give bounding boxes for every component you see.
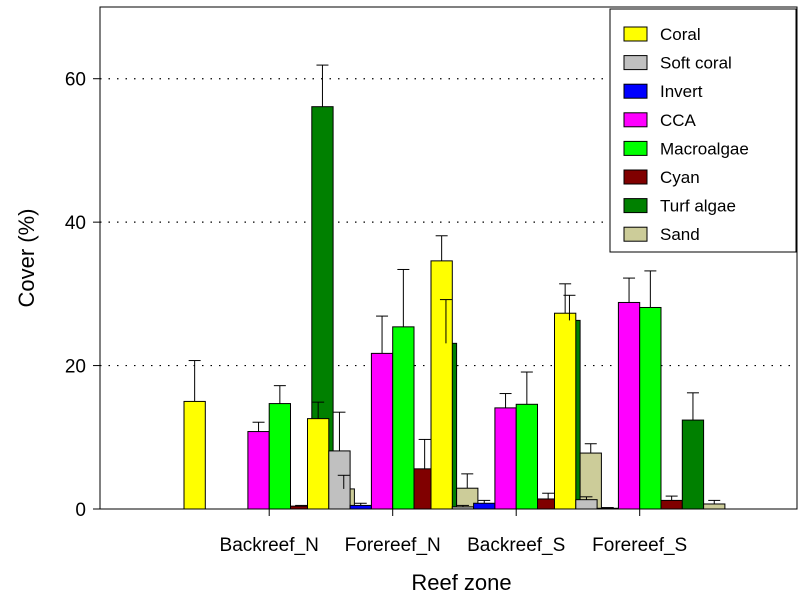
bar-coral <box>183 400 206 510</box>
x-tick-label: Forereef_S <box>592 535 687 556</box>
legend-label: Soft coral <box>660 54 732 73</box>
x-tick-label: Backreef_N <box>220 535 319 556</box>
legend-label: Coral <box>660 25 701 44</box>
bar-invert <box>473 502 496 510</box>
bar-macroalgae <box>515 403 539 510</box>
bar-soft-coral <box>575 499 598 510</box>
bar-turf-algae <box>681 419 705 510</box>
plot-frame <box>99 6 798 510</box>
bar-macroalgae <box>392 326 415 510</box>
legend-label: Sand <box>660 225 700 244</box>
legend-swatch <box>623 140 648 156</box>
legend-swatch <box>623 226 648 242</box>
legend-swatch <box>623 169 648 185</box>
legend-label: CCA <box>660 111 697 130</box>
y-tick-label: 40 <box>65 213 86 234</box>
legend-swatch <box>623 26 648 42</box>
bar-sand <box>703 503 726 510</box>
bar-cyan <box>660 499 683 510</box>
bar-cca <box>617 301 641 510</box>
bar-cca <box>494 407 517 510</box>
bar-coral <box>307 418 330 510</box>
bar-cca <box>370 352 394 510</box>
legend-swatch <box>623 198 648 214</box>
legend-label: Macroalgae <box>660 139 749 158</box>
bar-soft-coral <box>328 450 351 510</box>
bars-group <box>183 106 726 510</box>
bar-coral <box>554 312 577 510</box>
bar-macroalgae <box>268 403 292 510</box>
legend-label: Cyan <box>660 168 700 187</box>
x-axis-title: Reef zone <box>411 570 511 595</box>
legend-swatch <box>623 55 648 71</box>
error-bars-group <box>188 64 721 509</box>
x-tick-label: Backreef_S <box>467 535 565 556</box>
legend: Coral Soft coral Invert CCA Macroalgae Cyan Tu… <box>609 8 797 253</box>
bar-invert <box>349 504 372 510</box>
legend-label: Invert <box>660 82 703 101</box>
y-tick-label: 0 <box>75 500 86 521</box>
legend-label: Turf algae <box>660 197 736 216</box>
x-tick-label: Forereef_N <box>345 535 441 556</box>
bar-coral <box>430 260 453 510</box>
y-tick-label: 20 <box>65 357 86 378</box>
legend-swatch <box>623 83 648 99</box>
x-axis: Backreef_N Forereef_N Backreef_S Forereef_S <box>220 509 687 556</box>
y-tick-label: 60 <box>65 70 86 91</box>
y-axis-title: Cover (%) <box>14 208 39 307</box>
y-axis: 0 20 40 60 <box>65 70 100 521</box>
legend-swatch <box>623 112 648 128</box>
bar-macroalgae <box>639 306 662 510</box>
bar-cca <box>247 431 270 510</box>
